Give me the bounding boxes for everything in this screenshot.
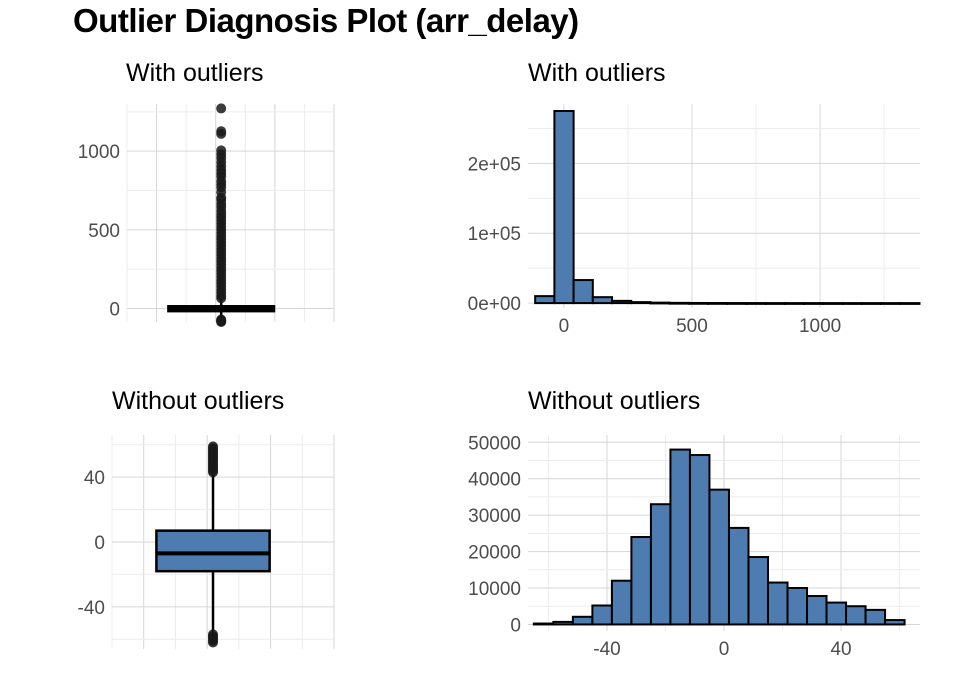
histogram-bar <box>880 302 902 305</box>
histogram-bar <box>786 587 809 626</box>
y-tick-label: 20000 <box>468 543 521 564</box>
y-tick-label: 10000 <box>468 579 521 600</box>
histogram-bar <box>553 109 575 305</box>
histogram-bar <box>610 579 633 626</box>
y-tick-label: -40 <box>78 598 105 619</box>
histogram-bar <box>572 279 594 305</box>
histogram-bar <box>611 299 633 305</box>
panel-hist-with: With outliers 0e+00 1e+05 2e+05 0 500 1000 <box>468 59 921 337</box>
histogram-bar <box>884 619 906 626</box>
y-tick-label: 500 <box>88 221 120 242</box>
y-tick-label: 40000 <box>468 470 521 491</box>
page-title: Outlier Diagnosis Plot (arr_delay) <box>73 2 579 39</box>
histogram-bar <box>860 302 883 305</box>
histogram-bar <box>806 595 828 626</box>
outlier-point <box>208 637 219 648</box>
y-tick-label: 1e+05 <box>468 224 521 245</box>
outlier-point <box>216 128 227 139</box>
panel-hist-without: Without outliers 0 10000 20000 30000 40000 500… <box>468 387 920 660</box>
histogram-bar <box>649 301 671 305</box>
histogram-bar <box>687 301 710 305</box>
y-tick-label: 0 <box>109 299 120 320</box>
histogram-bar <box>669 448 691 626</box>
histogram-bar <box>745 302 767 305</box>
y-tick-label: 0 <box>510 615 521 636</box>
histogram-bar <box>864 608 887 626</box>
x-tick-label: -40 <box>593 639 620 660</box>
histogram-bar <box>532 622 555 626</box>
outlier-point <box>216 103 227 114</box>
histogram-bar <box>727 526 750 626</box>
histogram-bar <box>899 302 921 305</box>
histogram-bar <box>825 601 848 626</box>
histogram-bar <box>668 301 690 305</box>
panel-title: With outliers <box>126 59 264 87</box>
panel-box-without: Without outliers -40 0 40 <box>78 387 335 649</box>
x-tick-label: 40 <box>830 639 851 660</box>
outlier-point <box>216 317 227 327</box>
histogram-bar <box>845 605 867 626</box>
y-tick-label: 2e+05 <box>468 154 521 175</box>
histogram-bar <box>841 302 863 305</box>
panel-title: Without outliers <box>528 387 700 415</box>
y-tick-label: 40 <box>84 468 105 489</box>
y-tick-label: 0 <box>94 533 105 554</box>
y-tick-label: 1000 <box>78 142 120 163</box>
histogram-bar <box>591 604 613 626</box>
outlier-point <box>216 293 227 304</box>
y-tick-label: 30000 <box>468 506 521 527</box>
histogram-bar <box>630 301 652 305</box>
x-tick-label: 500 <box>676 316 708 337</box>
histogram-bar <box>649 503 672 626</box>
x-tick-label: 0 <box>719 639 730 660</box>
histogram-bar <box>766 581 789 626</box>
y-tick-label: 0e+00 <box>468 294 521 315</box>
outlier-point <box>208 441 219 452</box>
x-tick-label: 1000 <box>799 316 841 337</box>
histogram-bar <box>747 556 769 626</box>
box-iqr <box>155 529 271 573</box>
histogram-bar <box>764 302 786 305</box>
histogram-bar <box>822 302 844 305</box>
histogram-bar <box>534 295 556 305</box>
histogram-bar <box>688 454 711 626</box>
histogram-bar <box>552 620 574 626</box>
histogram-bar <box>571 615 594 626</box>
histogram-bar <box>783 302 806 305</box>
panel-title: Without outliers <box>112 387 284 415</box>
histogram-bar <box>803 302 825 305</box>
histogram-bar <box>630 536 652 626</box>
histogram-bar <box>707 302 729 305</box>
histogram-bar <box>591 296 614 305</box>
panel-box-with: With outliers 0 500 1000 <box>78 59 335 327</box>
y-tick-label: 50000 <box>468 433 521 454</box>
histogram-bar <box>708 488 730 626</box>
panel-title: With outliers <box>528 59 666 87</box>
x-tick-label: 0 <box>559 316 570 337</box>
histogram-bar <box>726 302 748 305</box>
